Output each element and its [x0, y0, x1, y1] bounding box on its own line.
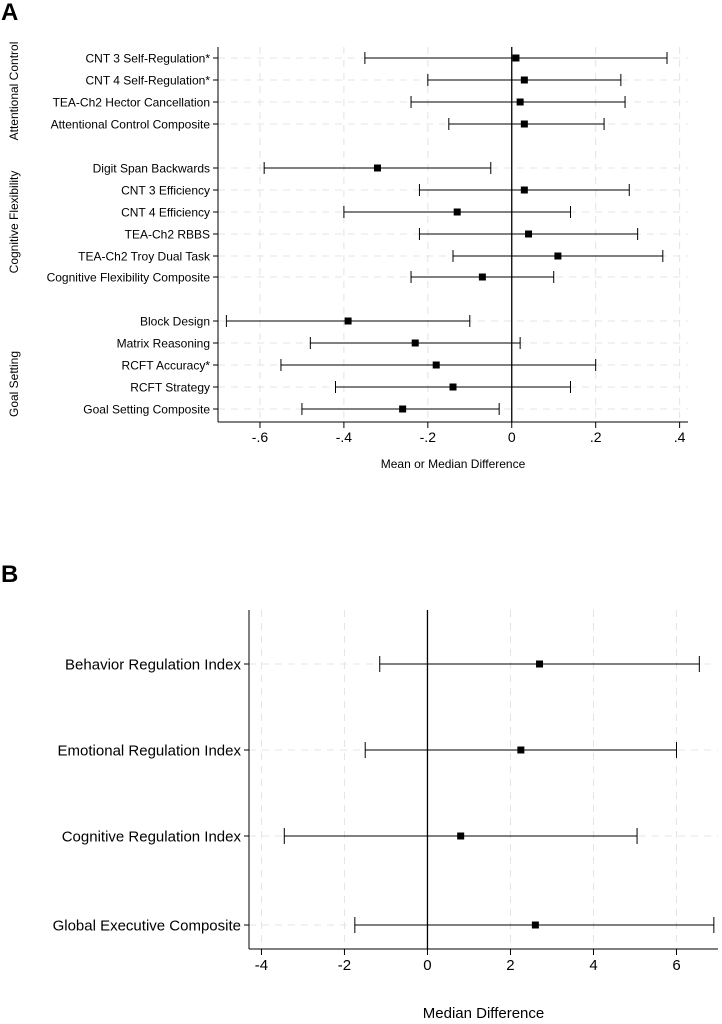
x-tick-label: .4: [674, 429, 686, 445]
row-label: Digit Span Backwards: [93, 161, 210, 175]
row-label: Cognitive Flexibility Composite: [47, 270, 211, 284]
row-label: Cognitive Regulation Index: [62, 828, 242, 845]
x-tick-label: 2: [506, 957, 514, 974]
panel-b-letter: B: [1, 561, 18, 588]
x-tick-label: 0: [423, 957, 431, 974]
row-label: Attentional Control Composite: [51, 117, 211, 131]
point-estimate: [520, 186, 528, 194]
row-label: TEA-Ch2 RBBS: [125, 227, 210, 241]
point-estimate: [453, 208, 461, 216]
point-estimate: [520, 76, 528, 84]
panel-a-chart: CNT 3 Self-Regulation* CNT 4 Self-Regulat…: [7, 42, 688, 471]
row-label: Matrix Reasoning: [117, 336, 210, 350]
x-tick-label: -.2: [420, 429, 437, 445]
point-estimate: [517, 746, 525, 754]
row-label: CNT 3 Self-Regulation*: [85, 51, 210, 65]
x-tick-label: -2: [338, 957, 351, 974]
point-estimate: [525, 230, 533, 238]
row-label: RCFT Accuracy*: [122, 358, 211, 372]
row-label: CNT 4 Self-Regulation*: [85, 73, 210, 87]
point-estimate: [478, 273, 486, 281]
point-estimate: [520, 120, 528, 128]
x-tick-label: -4: [255, 957, 268, 974]
row-label: Block Design: [140, 314, 210, 328]
x-tick-label: 4: [589, 957, 597, 974]
point-estimate: [531, 921, 539, 929]
x-axis-label: Median Difference: [423, 1005, 544, 1022]
point-estimate: [432, 361, 440, 369]
row-label: Goal Setting Composite: [83, 402, 210, 416]
point-estimate: [554, 252, 562, 260]
x-axis-label: Mean or Median Difference: [381, 457, 526, 471]
x-tick-label: -.4: [336, 429, 353, 445]
group-label: Goal Setting: [7, 351, 21, 417]
row-label: Behavior Regulation Index: [65, 656, 241, 673]
x-tick-label: 6: [672, 957, 680, 974]
row-label: RCFT Strategy: [130, 380, 210, 394]
group-label: Attentional Control: [7, 42, 21, 141]
point-estimate: [536, 660, 544, 668]
x-tick-label: -.6: [252, 429, 269, 445]
row-label: Emotional Regulation Index: [58, 742, 242, 759]
x-tick-label: .2: [590, 429, 602, 445]
point-estimate: [512, 54, 520, 62]
point-estimate: [516, 98, 524, 106]
row-label: CNT 3 Efficiency: [121, 183, 210, 197]
point-estimate: [411, 339, 419, 347]
x-tick-label: 0: [508, 429, 516, 445]
row-label: TEA-Ch2 Hector Cancellation: [53, 95, 210, 109]
point-estimate: [344, 317, 352, 325]
point-estimate: [399, 405, 407, 413]
point-estimate: [449, 383, 457, 391]
row-label: CNT 4 Efficiency: [121, 205, 210, 219]
row-label: Global Executive Composite: [53, 917, 241, 934]
panel-b-chart: Behavior Regulation Index Emotional Regul…: [53, 610, 718, 1022]
point-estimate: [457, 832, 465, 840]
panel-a-letter: A: [1, 0, 18, 26]
row-label: TEA-Ch2 Troy Dual Task: [78, 249, 211, 263]
point-estimate: [373, 164, 381, 172]
group-label: Cognitive Flexibility: [7, 171, 21, 274]
